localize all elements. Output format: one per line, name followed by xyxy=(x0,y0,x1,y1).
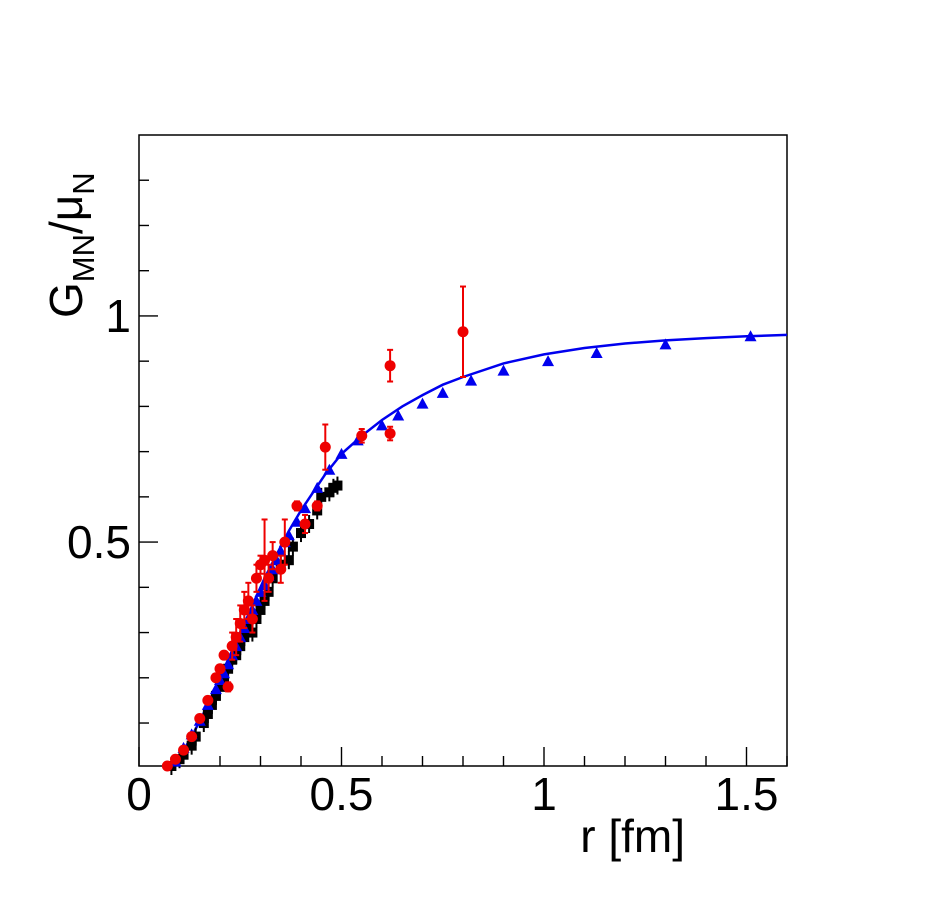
triangle-point xyxy=(590,347,603,359)
circle-point xyxy=(291,500,303,512)
triangle-point xyxy=(465,374,478,386)
circle-point xyxy=(384,428,396,440)
circle-point xyxy=(457,326,469,338)
circle-point xyxy=(384,360,396,372)
y-axis-title-text: GMN/μN xyxy=(40,172,101,318)
triangle-point xyxy=(323,463,336,475)
y-title-sub1: MN xyxy=(66,234,101,282)
circle-point xyxy=(186,731,198,743)
y-title-sub2: N xyxy=(66,172,101,194)
circle-point xyxy=(222,681,234,693)
x-tick-label: 1 xyxy=(531,768,557,820)
triangle-point xyxy=(250,594,263,606)
square-point xyxy=(332,480,343,491)
square-point xyxy=(296,528,306,539)
square-point xyxy=(186,740,197,751)
y-tick-label: 0.5 xyxy=(67,516,131,568)
circle-point xyxy=(226,640,238,652)
plot-frame xyxy=(138,134,788,767)
y-tick-label: 1 xyxy=(105,290,131,342)
triangle-point xyxy=(311,481,324,493)
triangle-point xyxy=(274,545,287,557)
circle-point xyxy=(218,649,230,661)
circle-point xyxy=(263,572,275,584)
triangle-point xyxy=(744,330,757,342)
fit-line xyxy=(166,333,788,767)
circle-point xyxy=(210,672,222,684)
x-tick-label: 0 xyxy=(126,768,152,820)
triangle-point xyxy=(392,409,405,421)
square-point xyxy=(206,699,217,710)
x-tick-label: 0.5 xyxy=(310,768,374,820)
circle-point xyxy=(178,744,190,756)
triangle-point xyxy=(416,397,429,409)
x-axis-title: r [fm] xyxy=(580,810,685,862)
triangle-point xyxy=(542,355,555,367)
triangle-point xyxy=(270,554,283,566)
x-tick-label: 1.5 xyxy=(715,768,779,820)
y-title-main: G xyxy=(40,282,92,318)
circle-point xyxy=(230,631,242,643)
triangle-point xyxy=(222,658,235,670)
axes: 0 0.5 1 1.5 0.5 1 xyxy=(67,179,788,820)
square-point xyxy=(287,541,298,552)
circle-point xyxy=(202,694,214,706)
y-title-slash: / xyxy=(40,221,92,234)
square-point xyxy=(255,604,266,615)
triangle-point xyxy=(218,667,231,679)
circle-point xyxy=(299,518,311,530)
triangle-point xyxy=(254,585,267,597)
square-point xyxy=(235,641,246,652)
circle-point xyxy=(234,618,246,630)
triangle-point xyxy=(299,502,312,514)
square-point xyxy=(202,708,213,719)
circle-point xyxy=(161,760,173,772)
square-point xyxy=(239,632,250,643)
circle-point xyxy=(311,500,323,512)
plot-area xyxy=(161,285,788,775)
square-point xyxy=(215,681,225,692)
circle-point xyxy=(238,604,250,616)
triangle-point xyxy=(209,683,222,695)
circle-point xyxy=(319,441,331,453)
circle-point xyxy=(242,595,254,607)
triangle-point xyxy=(376,419,388,431)
circle-point xyxy=(259,554,271,566)
circle-point xyxy=(214,663,226,675)
circle-point xyxy=(275,563,287,575)
triangle-point xyxy=(659,338,672,350)
triangle-point xyxy=(436,386,449,398)
square-point xyxy=(210,690,221,701)
y-title-mu: μ xyxy=(40,195,92,222)
circle-point xyxy=(250,572,262,584)
circle-point xyxy=(246,613,258,625)
circle-point xyxy=(169,753,181,765)
triangle-point xyxy=(497,364,510,376)
circle-point xyxy=(267,550,279,562)
square-point xyxy=(283,555,294,566)
circle-point xyxy=(356,430,368,442)
triangle-point xyxy=(335,447,348,459)
square-point xyxy=(316,491,327,502)
y-axis-title: GMN/μN xyxy=(40,172,101,318)
circle-point xyxy=(194,713,206,725)
circle-point xyxy=(279,536,291,548)
